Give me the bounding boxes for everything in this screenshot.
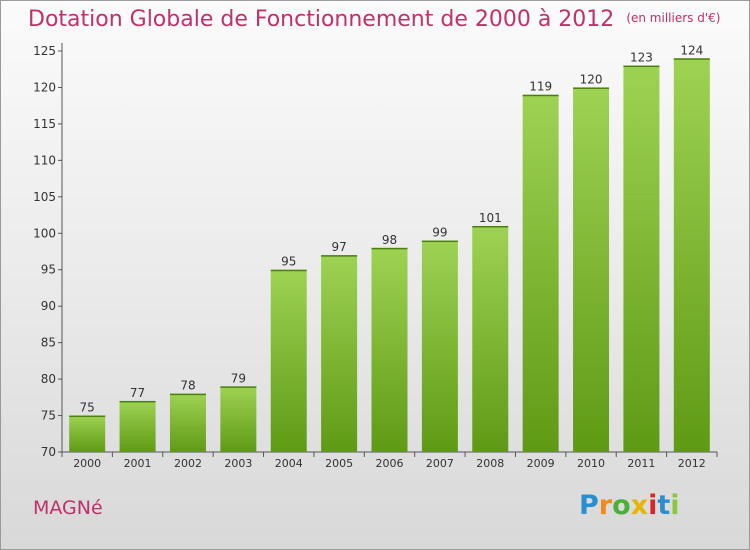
bar-top-edge (119, 400, 156, 403)
logo-letter: t (657, 490, 671, 521)
x-tick-label: 2000 (73, 457, 101, 470)
x-tick-label: 2006 (376, 457, 404, 470)
x-tick-label: 2010 (577, 457, 605, 470)
x-tick-label: 2004 (275, 457, 303, 470)
logo-letter: P (579, 490, 599, 521)
logo-letter: x (630, 490, 649, 521)
y-tick-label: 80 (41, 372, 56, 386)
data-label: 119 (529, 80, 552, 94)
x-tick-label: 2003 (224, 457, 252, 470)
data-label: 78 (180, 379, 195, 393)
bar-top-edge (321, 255, 358, 257)
bar (522, 94, 559, 452)
data-label: 75 (80, 401, 95, 415)
y-tick-label: 75 (41, 409, 56, 423)
bar-top-edge (371, 247, 408, 250)
proxiti-logo: Proxiti (579, 490, 680, 521)
bar-top-edge (270, 269, 307, 272)
y-tick-label: 120 (33, 80, 56, 94)
y-tick-label: 110 (33, 153, 56, 167)
y-tick-label: 125 (33, 44, 56, 58)
y-tick-label: 95 (41, 263, 56, 277)
bar-top-edge (522, 94, 559, 97)
y-tick-label: 100 (33, 226, 56, 240)
bar-top-edge (573, 87, 610, 89)
data-label: 95 (281, 255, 296, 269)
logo-letter: i (670, 490, 680, 521)
value-labels: 75 77 78 79 95 97 98 99 101 119 120 123 124 (80, 43, 704, 414)
data-label: 77 (130, 386, 145, 400)
bar-top-edge (673, 58, 710, 60)
bar (220, 386, 257, 452)
bar (119, 400, 156, 452)
x-tick-label: 2005 (325, 457, 353, 470)
bar-top-edge (220, 386, 257, 388)
y-tick-label: 115 (33, 117, 56, 131)
x-tick-label: 2009 (527, 457, 555, 470)
logo-letter: r (598, 490, 613, 521)
bar-top-edge (472, 225, 509, 228)
data-label: 79 (231, 371, 246, 385)
bars (69, 58, 710, 453)
y-tick-label: 70 (41, 445, 56, 459)
bar (321, 255, 358, 452)
bar (623, 65, 660, 452)
commune-name: MAGNé (33, 497, 103, 519)
x-tick-label: 2011 (627, 457, 655, 470)
bar (169, 393, 206, 452)
bar (472, 225, 509, 452)
bar-top-edge (421, 240, 458, 243)
axes: 70 75 80 85 90 95 100 105 110 115 120 125 2000 2001 20… (33, 43, 718, 470)
data-label: 98 (382, 233, 397, 247)
data-label: 124 (680, 43, 703, 57)
data-label: 123 (630, 51, 653, 65)
x-tick-label: 2007 (426, 457, 454, 470)
bar (69, 415, 106, 452)
x-tick-label: 2012 (678, 457, 706, 470)
y-tick-label: 105 (33, 190, 56, 204)
x-tick-label: 2002 (174, 457, 202, 470)
title-text: Dotation Globale de Fonctionnement de 20… (28, 7, 615, 32)
data-label: 97 (331, 240, 346, 254)
bar (573, 87, 610, 453)
data-label: 120 (580, 72, 603, 86)
bar (371, 247, 408, 452)
logo-letter: i (648, 490, 658, 521)
bar-top-edge (169, 393, 206, 396)
bar (270, 269, 307, 452)
chart-title: Dotation Globale de Fonctionnement de 20… (28, 7, 720, 32)
bar (673, 58, 710, 453)
y-tick-label: 90 (41, 299, 56, 313)
data-label: 101 (479, 211, 502, 225)
data-label: 99 (432, 226, 447, 240)
bar (421, 240, 458, 452)
logo-letter: o (612, 490, 631, 521)
y-tick-label: 85 (41, 336, 56, 350)
bar-top-edge (69, 415, 106, 418)
bar-top-edge (623, 65, 660, 68)
chart-subtitle: (en milliers d'€) (626, 11, 721, 25)
x-tick-label: 2008 (476, 457, 504, 470)
x-tick-label: 2001 (124, 457, 152, 470)
